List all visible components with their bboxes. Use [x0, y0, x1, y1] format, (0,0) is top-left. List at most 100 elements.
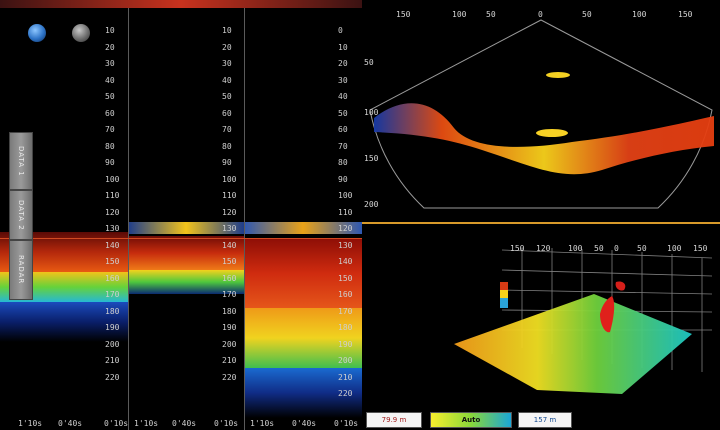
depth-tick: 20 [338, 59, 348, 68]
depth-tick: 170 [222, 290, 237, 299]
echo-band [128, 270, 244, 294]
depth-tick: 50 [105, 92, 115, 101]
depth-tick: 150 [105, 257, 120, 266]
depth-tick: 80 [105, 141, 115, 151]
echo-band [244, 222, 362, 234]
depth-tick: 210 [338, 372, 353, 382]
depth-tick: 110 [105, 191, 120, 200]
time-label: 1'10s [18, 419, 43, 428]
depth-tick: 170 [338, 306, 353, 316]
depth-tick: 30 [338, 75, 348, 85]
menu-button[interactable] [72, 24, 90, 42]
depth-tick: 190 [338, 339, 353, 349]
depth-tick: 30 [222, 59, 232, 68]
sonar-y-label: 100 [364, 108, 379, 117]
3d-label: 50 [594, 244, 604, 253]
depth-tick: 210 [222, 356, 237, 365]
depth-tick: 130 [222, 224, 237, 233]
depth-tick: 150 [222, 257, 237, 266]
echo-band [244, 368, 362, 418]
depth-tick: 190 [222, 323, 237, 332]
time-label: 0'10s [104, 419, 129, 428]
sonar-x-label: 50 [582, 10, 592, 19]
depth-tick: 170 [105, 290, 120, 299]
depth-tick: 90 [105, 158, 115, 167]
depth-tick: 80 [222, 141, 232, 151]
depth-tick: 90 [222, 158, 232, 167]
3d-label: 50 [637, 244, 647, 253]
header-strip [0, 0, 362, 8]
back-button[interactable] [28, 24, 46, 42]
sonar-x-label: 100 [632, 10, 647, 19]
sonar-x-label: 150 [396, 10, 411, 19]
sonar-x-label: 100 [452, 10, 467, 19]
depth-tick: 50 [338, 108, 348, 118]
depth-tick: 40 [338, 92, 348, 101]
tab-radar[interactable]: RADAR [9, 240, 33, 300]
depth-tick: 210 [105, 356, 120, 365]
depth-tick: 130 [105, 224, 120, 233]
depth-tick: 70 [105, 125, 115, 134]
sonar-x-label: 0 [538, 10, 543, 19]
echo-panel-2 [128, 8, 244, 430]
depth-tick: 130 [338, 240, 353, 250]
depth-tick: 40 [222, 75, 232, 85]
echo-band [128, 236, 244, 270]
depth-tick: 220 [222, 372, 237, 382]
depth-tick: 140 [222, 240, 237, 250]
depth-tick: 80 [338, 158, 348, 167]
sonar-y-label: 50 [364, 58, 374, 67]
depth-tick: 10 [105, 26, 115, 35]
depth-tick: 190 [105, 323, 120, 332]
depth-tick: 100 [338, 191, 353, 200]
depth-tick: 20 [105, 42, 115, 52]
sonar-x-label: 50 [486, 10, 496, 19]
time-label: 0'40s [58, 419, 83, 428]
echo-band [244, 308, 362, 368]
depth-tick: 70 [222, 125, 232, 134]
depth-tick: 100 [222, 174, 237, 184]
depth-tick: 160 [105, 273, 120, 283]
3d-label: 120 [536, 244, 551, 253]
divider [244, 8, 245, 430]
auto-toggle[interactable]: Auto [430, 412, 512, 428]
depth-tick: 180 [105, 306, 120, 316]
time-label: 1'10s [250, 419, 275, 428]
tab-data-2[interactable]: DATA 2 [9, 190, 33, 240]
depth-tick: 150 [338, 273, 353, 283]
echo-band [0, 302, 128, 342]
echo-band [128, 222, 244, 234]
sonar-y-label: 200 [364, 200, 379, 209]
depth-tick: 220 [105, 372, 120, 382]
time-label: 1'10s [134, 419, 159, 428]
range-right: 157 m [518, 412, 572, 428]
3d-label: 100 [568, 244, 583, 253]
depth-tick: 30 [105, 59, 115, 68]
time-label: 0'10s [334, 419, 359, 428]
depth-tick: 60 [338, 125, 348, 134]
sonar-fan-panel: 150 100 50 0 50 100 150 50 100 150 200 [362, 0, 720, 222]
range-line [0, 238, 362, 239]
echo-band [244, 238, 362, 308]
3d-grid [454, 248, 713, 394]
time-label: 0'10s [214, 419, 239, 428]
depth-tick: 180 [338, 323, 353, 332]
depth-tick: 110 [222, 191, 237, 200]
depth-tick: 40 [105, 75, 115, 85]
sonar-fan [369, 19, 714, 209]
depth-tick: 0 [338, 26, 343, 35]
3d-panel: 150 120 100 50 0 50 100 150 79.9 m Auto … [362, 224, 720, 430]
sonar-x-label: 150 [678, 10, 693, 19]
tab-data-1[interactable]: DATA 1 [9, 132, 33, 190]
3d-label: 150 [693, 244, 708, 253]
depth-tick: 200 [105, 339, 120, 349]
depth-tick: 200 [338, 356, 353, 365]
depth-tick: 220 [338, 389, 353, 398]
depth-tick: 180 [222, 306, 237, 316]
echo-panel-3 [244, 8, 362, 430]
time-label: 0'40s [292, 419, 317, 428]
depth-tick: 140 [338, 257, 353, 266]
depth-tick: 10 [222, 26, 232, 35]
depth-tick: 120 [338, 224, 353, 233]
sonar-y-label: 150 [364, 154, 379, 163]
